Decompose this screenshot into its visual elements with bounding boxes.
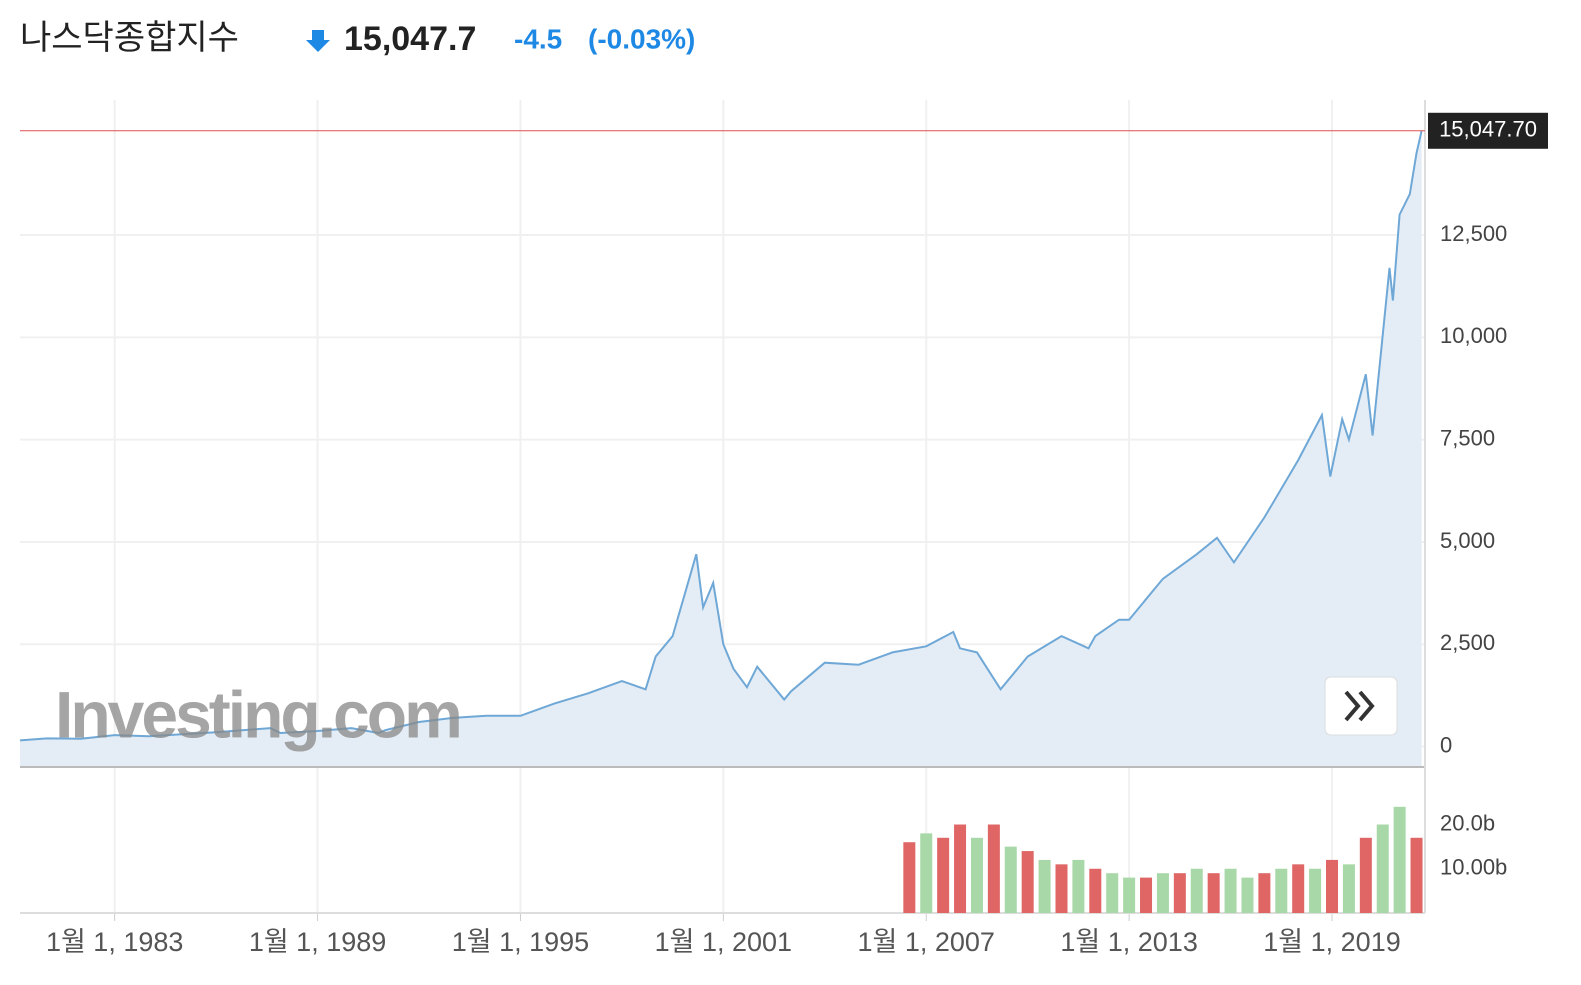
volume-bar — [1309, 868, 1322, 913]
volume-bar — [1004, 846, 1017, 913]
x-tick-label: 1월 1, 1995 — [452, 927, 589, 957]
volume-bar — [1106, 873, 1119, 913]
volume-bar — [1072, 859, 1085, 913]
volume-bar — [987, 824, 1000, 913]
volume-tick-label: 10.00b — [1440, 855, 1507, 880]
price: 15,047.7 — [344, 20, 476, 58]
volume-bar — [1326, 859, 1339, 913]
expand-button[interactable] — [1324, 676, 1398, 736]
volume-bar — [1258, 873, 1271, 913]
volume-tick-label: 20.0b — [1440, 810, 1495, 835]
volume-bar — [1055, 864, 1068, 913]
x-tick-label: 1월 1, 1989 — [249, 927, 386, 957]
down-arrow — [306, 30, 330, 52]
volume-bar — [1089, 868, 1102, 913]
last-value-box — [1428, 112, 1548, 149]
volume-bar — [920, 833, 933, 913]
volume-bar — [1207, 873, 1220, 913]
x-tick-label: 1월 1, 2019 — [1263, 927, 1400, 957]
chart-title: 나스닥종합지수 — [20, 19, 239, 57]
y-tick-label: 12,500 — [1440, 221, 1507, 246]
volume-bar — [1275, 868, 1288, 913]
line — [19, 130, 1423, 742]
x-tick-label: 1월 1, 1983 — [46, 927, 183, 957]
area — [20, 130, 1422, 768]
y-tick-label: 5,000 — [1440, 528, 1495, 553]
volume-bar — [1292, 864, 1305, 913]
volume-bar — [970, 837, 983, 913]
y-tick-label: 10,000 — [1440, 323, 1507, 348]
volume-bar — [1123, 877, 1136, 913]
volume-bar — [937, 837, 950, 913]
volume-bar — [1190, 868, 1203, 913]
last-value-label: 15,047.70 — [1439, 117, 1537, 142]
volume-bar — [1038, 859, 1051, 913]
button-icon — [1344, 690, 1375, 722]
x-tick-label: 1월 1, 2001 — [655, 927, 792, 957]
change-pct: (-0.03%) — [588, 23, 695, 54]
volume-bar — [1224, 868, 1237, 913]
watermark: Investing.com — [55, 677, 460, 751]
volume-bar — [1410, 837, 1423, 913]
volume-bar — [954, 824, 967, 913]
volume-bar — [1021, 851, 1034, 913]
volume-bar — [1173, 873, 1186, 913]
y-tick-label: 7,500 — [1440, 425, 1495, 450]
volume-bar — [1376, 824, 1389, 913]
volume-bar — [1140, 877, 1153, 913]
volume-bar — [903, 842, 916, 913]
x-tick-label: 1월 1, 2013 — [1060, 927, 1197, 957]
y-tick-label: 2,500 — [1440, 630, 1495, 655]
y-tick-label: 0 — [1440, 732, 1452, 757]
volume-bar — [1359, 837, 1372, 913]
volume-bar — [1156, 873, 1169, 913]
button-box[interactable] — [1324, 676, 1398, 736]
volume-bar — [1393, 806, 1406, 913]
volume-bar — [1342, 864, 1355, 913]
x-tick-label: 1월 1, 2007 — [858, 927, 995, 957]
watermark-group: Investing.com — [55, 677, 463, 751]
volume-bar — [1241, 877, 1254, 913]
change: -4.5 — [514, 23, 562, 54]
